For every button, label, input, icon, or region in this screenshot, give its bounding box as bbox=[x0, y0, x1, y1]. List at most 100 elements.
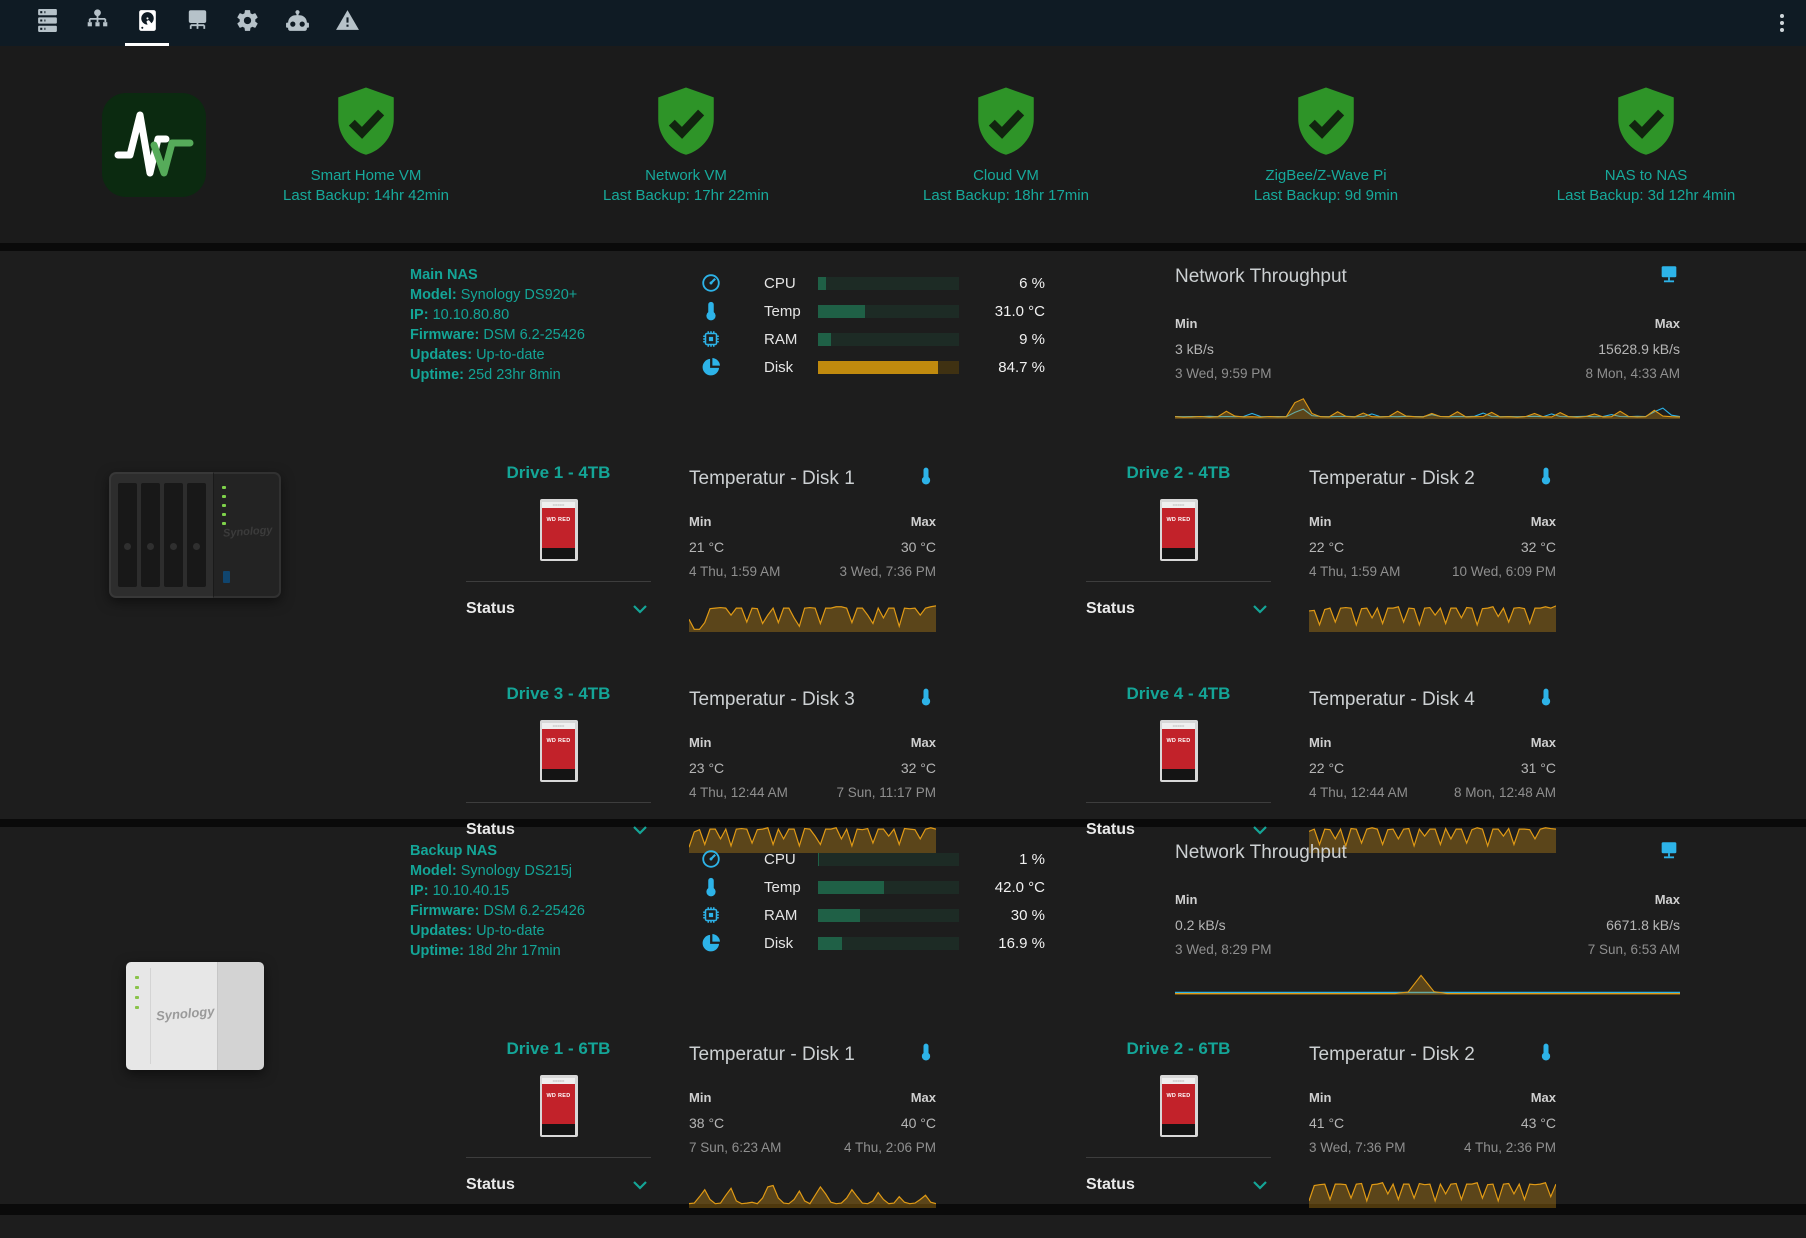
network-throughput-chart bbox=[1175, 395, 1680, 419]
backup-item-network-vm[interactable]: Network VM Last Backup: 17hr 22min bbox=[526, 84, 846, 206]
panel-title: Temperatur - Disk 2 bbox=[1309, 1044, 1475, 1066]
drive-status-toggle[interactable]: Status bbox=[1086, 598, 1271, 620]
temp-max-block: Max 40 °C 4 Thu, 2:06 PM bbox=[844, 1090, 936, 1155]
temp-history-chart bbox=[689, 601, 936, 632]
temp-min-block: Min 22 °C 4 Thu, 12:44 AM bbox=[1309, 735, 1408, 800]
pulse-monitor-logo bbox=[102, 93, 206, 197]
gauge-cpu: CPU 6 % bbox=[700, 273, 1045, 293]
network-monitor-icon bbox=[1658, 839, 1680, 866]
drive-module: Drive 2 - 6TB =====WD RED Status Tempera… bbox=[1086, 1039, 1556, 1208]
chevron-down-icon bbox=[1249, 598, 1271, 620]
shield-check-icon bbox=[969, 84, 1043, 162]
backup-item-nas-to-nas[interactable]: NAS to NAS Last Backup: 3d 12hr 4min bbox=[1486, 84, 1806, 206]
hdd-image: =====WD RED bbox=[1160, 720, 1198, 782]
nas-name: Backup NAS bbox=[410, 841, 610, 861]
temp-max-block: Max 43 °C 4 Thu, 2:36 PM bbox=[1464, 1090, 1556, 1155]
disk-usage-pie-icon bbox=[700, 356, 722, 378]
backup-item-label: Cloud VM bbox=[846, 166, 1166, 186]
hdd-image: =====WD RED bbox=[540, 1075, 578, 1137]
tab-assistant[interactable] bbox=[272, 0, 322, 46]
backup-item-cloud-vm[interactable]: Cloud VM Last Backup: 18hr 17min bbox=[846, 84, 1166, 206]
temp-min-block: Min 23 °C 4 Thu, 12:44 AM bbox=[689, 735, 788, 800]
network-max-block: Max 15628.9 kB/s 8 Mon, 4:33 AM bbox=[1585, 316, 1680, 381]
main-nas-section: Synology Main NAS Model: Synology DS920+… bbox=[0, 251, 1806, 819]
backup-item-time: Last Backup: 18hr 17min bbox=[846, 186, 1166, 206]
thermometer-icon bbox=[916, 465, 936, 492]
thermometer-icon bbox=[700, 876, 722, 898]
backup-item-time: Last Backup: 17hr 22min bbox=[526, 186, 846, 206]
chevron-down-icon bbox=[629, 1174, 651, 1196]
settings-gear-icon bbox=[235, 8, 260, 38]
gauge-temp: Temp 42.0 °C bbox=[700, 877, 1045, 897]
panel-title: Network Throughput bbox=[1175, 842, 1347, 864]
drive-status-toggle[interactable]: Status bbox=[466, 1174, 651, 1196]
temp-history-chart bbox=[1309, 1177, 1556, 1208]
network-min-block: Min 3 kB/s 3 Wed, 9:59 PM bbox=[1175, 316, 1272, 381]
backup-item-time: Last Backup: 14hr 42min bbox=[206, 186, 526, 206]
next-section-peek bbox=[0, 1215, 1806, 1238]
drive-card: Drive 1 - 4TB =====WD RED Status bbox=[466, 463, 651, 632]
shield-check-icon bbox=[1289, 84, 1363, 162]
kebab-menu-icon[interactable] bbox=[1758, 0, 1806, 46]
backup-item-time: Last Backup: 3d 12hr 4min bbox=[1486, 186, 1806, 206]
chevron-down-icon bbox=[629, 598, 651, 620]
backup-item-label: ZigBee/Z-Wave Pi bbox=[1166, 166, 1486, 186]
divider bbox=[1086, 1157, 1271, 1158]
drive-title: Drive 4 - 4TB bbox=[1086, 684, 1271, 704]
hdd-image: =====WD RED bbox=[1160, 499, 1198, 561]
tab-servers[interactable] bbox=[22, 0, 72, 46]
gauge-cpu: CPU 1 % bbox=[700, 849, 1045, 869]
temp-min-block: Min 22 °C 4 Thu, 1:59 AM bbox=[1309, 514, 1400, 579]
temp-max-block: Max 32 °C 7 Sun, 11:17 PM bbox=[836, 735, 936, 800]
panel-title: Network Throughput bbox=[1175, 266, 1347, 288]
temp-max-block: Max 30 °C 3 Wed, 7:36 PM bbox=[839, 514, 936, 579]
drive-status-toggle[interactable]: Status bbox=[466, 598, 651, 620]
panel-title: Temperatur - Disk 1 bbox=[689, 468, 855, 490]
temp-history-chart bbox=[1309, 601, 1556, 632]
disk-usage-pie-icon bbox=[700, 932, 722, 954]
svg-text:IP: IP bbox=[193, 12, 200, 21]
tab-network[interactable] bbox=[72, 0, 122, 46]
panel-title: Temperatur - Disk 3 bbox=[689, 689, 855, 711]
gauge-temp: Temp 31.0 °C bbox=[700, 301, 1045, 321]
drive-status-toggle[interactable]: Status bbox=[1086, 1174, 1271, 1196]
tab-settings[interactable] bbox=[222, 0, 272, 46]
drive-module: Drive 2 - 4TB =====WD RED Status Tempera… bbox=[1086, 463, 1556, 632]
thermometer-icon bbox=[1536, 465, 1556, 492]
temp-history-chart bbox=[689, 1177, 936, 1208]
drive-title: Drive 1 - 4TB bbox=[466, 463, 651, 483]
tab-disks[interactable] bbox=[122, 0, 172, 46]
network-throughput-chart bbox=[1175, 971, 1680, 995]
gauge-disk: Disk 16.9 % bbox=[700, 933, 1045, 953]
divider bbox=[466, 581, 651, 582]
robot-icon bbox=[285, 8, 310, 38]
thermometer-icon bbox=[916, 686, 936, 713]
gauge-list: CPU 6 % Temp 31.0 °C RAM 9 % bbox=[700, 259, 1045, 419]
drive-module: Drive 1 - 4TB =====WD RED Status Tempera… bbox=[466, 463, 936, 632]
thermometer-icon bbox=[916, 1041, 936, 1068]
speedometer-icon bbox=[700, 848, 722, 870]
hdd-image: =====WD RED bbox=[540, 499, 578, 561]
tab-ip-network[interactable]: IP bbox=[172, 0, 222, 46]
drive-card: Drive 2 - 4TB =====WD RED Status bbox=[1086, 463, 1271, 632]
gauge-ram: RAM 30 % bbox=[700, 905, 1045, 925]
temp-min-block: Min 38 °C 7 Sun, 6:23 AM bbox=[689, 1090, 781, 1155]
network-tree-icon bbox=[85, 8, 110, 38]
network-min-block: Min 0.2 kB/s 3 Wed, 8:29 PM bbox=[1175, 892, 1272, 957]
backup-item-smart-home-vm[interactable]: Smart Home VM Last Backup: 14hr 42min bbox=[206, 84, 526, 206]
top-toolbar: IP bbox=[0, 0, 1806, 46]
shield-check-icon bbox=[1609, 84, 1683, 162]
alert-triangle-icon bbox=[335, 8, 360, 38]
nas-device-image: Synology bbox=[126, 962, 264, 1070]
temp-panel: Temperatur - Disk 2 Min 41 °C 3 Wed, 7:3… bbox=[1309, 1039, 1556, 1208]
divider bbox=[1086, 802, 1271, 803]
network-monitor-icon bbox=[1658, 263, 1680, 290]
thermometer-icon bbox=[700, 300, 722, 322]
divider bbox=[466, 802, 651, 803]
backup-item-zigbee-pi[interactable]: ZigBee/Z-Wave Pi Last Backup: 9d 9min bbox=[1166, 84, 1486, 206]
gauge-list: CPU 1 % Temp 42.0 °C RAM 30 % bbox=[700, 835, 1045, 995]
tab-alerts[interactable] bbox=[322, 0, 372, 46]
shield-check-icon bbox=[649, 84, 723, 162]
server-icon bbox=[35, 8, 60, 38]
network-throughput-panel: Network Throughput Min 3 kB/s 3 Wed, 9:5… bbox=[1175, 259, 1680, 419]
